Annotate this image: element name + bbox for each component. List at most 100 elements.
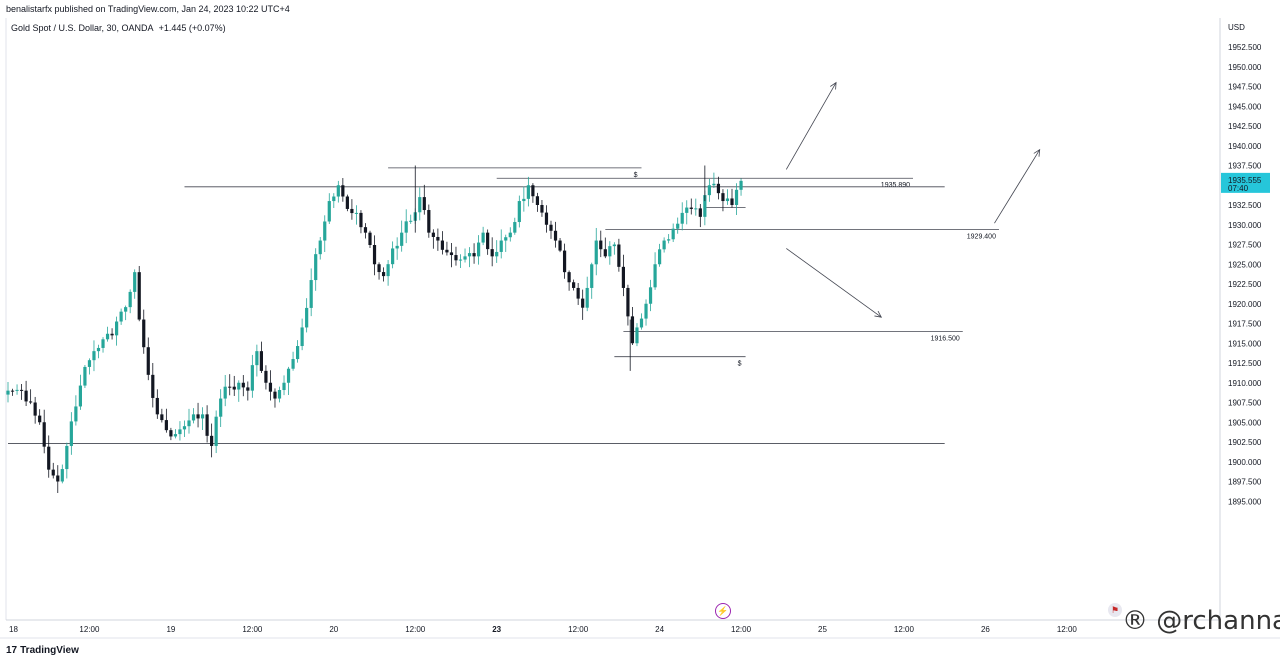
candle [599, 230, 603, 258]
candle-body [282, 382, 286, 391]
candle-body [74, 406, 78, 422]
candle-body [630, 316, 635, 344]
candle [368, 230, 372, 248]
candle-body [124, 307, 128, 312]
candle [648, 279, 653, 312]
candle [734, 183, 739, 215]
candle [6, 381, 10, 403]
x-tick-label: 12:00 [568, 625, 589, 634]
y-tick-label: 1917.500 [1228, 320, 1262, 329]
candle-body [635, 327, 639, 344]
candle [409, 214, 413, 224]
candle [92, 340, 96, 372]
candle [296, 340, 300, 363]
candle [268, 370, 273, 401]
candle [110, 328, 114, 340]
candle-body [707, 185, 711, 196]
candle [259, 341, 263, 374]
lightning-icon[interactable]: ⚡ [715, 603, 731, 619]
candle [427, 204, 431, 238]
y-tick-label: 1940.000 [1228, 142, 1262, 151]
candle-body [477, 242, 481, 257]
candle-body [47, 446, 51, 470]
arrow-head [874, 310, 883, 318]
candle-body [418, 197, 422, 213]
candle-body [368, 232, 372, 246]
x-tick-label: 12:00 [894, 625, 915, 634]
candle-body [24, 390, 28, 402]
level-label: $ [738, 361, 742, 368]
symbol-legend[interactable]: Gold Spot / U.S. Dollar, 30, OANDA +1.44… [11, 23, 226, 33]
candle [544, 205, 549, 233]
candle-body [400, 232, 404, 246]
y-tick-label: 1910.000 [1228, 379, 1262, 388]
candle [454, 246, 458, 266]
candle-body [255, 351, 259, 366]
candle [694, 198, 698, 216]
candle [540, 200, 544, 217]
us-flag-icon[interactable]: ⚑ [1108, 603, 1122, 617]
candle [250, 354, 254, 398]
candle-body [694, 208, 698, 210]
candle-body [237, 382, 241, 390]
candle-body [51, 469, 55, 476]
candle-body [350, 208, 354, 214]
candle [707, 178, 711, 202]
candle-body [522, 198, 526, 202]
candle-body [467, 253, 472, 257]
candle [404, 209, 408, 244]
candle-body [210, 435, 214, 446]
candle [47, 435, 51, 478]
candle-body [228, 386, 232, 388]
tradingview-logo[interactable]: 17 TradingView [6, 645, 79, 656]
candle [467, 247, 472, 268]
candle [662, 237, 666, 253]
candle-body [463, 256, 467, 260]
y-tick-label: 1952.500 [1228, 43, 1262, 52]
projection-arrow [994, 148, 1041, 224]
candle-body [173, 434, 178, 437]
candle-body [531, 185, 535, 197]
candle [391, 241, 395, 269]
candle-body [712, 183, 716, 186]
candle-body [594, 240, 598, 265]
candle-body [151, 374, 155, 398]
candle [635, 323, 639, 347]
candle [463, 248, 467, 263]
candle-body [458, 259, 463, 261]
candle [65, 442, 69, 479]
candle [205, 405, 209, 443]
candle [658, 243, 662, 267]
candle [223, 374, 227, 407]
candle-body [65, 445, 69, 470]
candle [29, 389, 33, 405]
candle-body [648, 287, 653, 304]
candle-body [241, 382, 245, 388]
candle [314, 248, 318, 291]
candle-body [572, 282, 576, 288]
y-tick-label: 1895.000 [1228, 497, 1262, 506]
candle [137, 265, 141, 322]
candle-body [472, 253, 476, 257]
projection-arrows [785, 81, 1041, 318]
candle [477, 235, 481, 265]
candle [698, 204, 702, 228]
x-tick-label: 23 [492, 625, 501, 634]
candle [160, 408, 164, 423]
candle [513, 217, 517, 235]
candle-body [264, 370, 268, 383]
tradingview-logo-text: TradingView [20, 645, 79, 656]
candle-body [182, 426, 187, 430]
candle-body [336, 185, 340, 197]
y-tick-label: 1932.500 [1228, 201, 1262, 210]
candle [431, 229, 435, 249]
candle [164, 408, 168, 433]
candle [332, 193, 336, 208]
candle [182, 420, 187, 437]
time-axis: 18 12:00 19 12:00 20 12:00 23 12:00 24 12:00 25 12:… [9, 625, 1077, 634]
candle [87, 358, 92, 375]
candle [42, 409, 46, 454]
y-tick-label: 1920.000 [1228, 300, 1262, 309]
candle-body [725, 198, 730, 202]
